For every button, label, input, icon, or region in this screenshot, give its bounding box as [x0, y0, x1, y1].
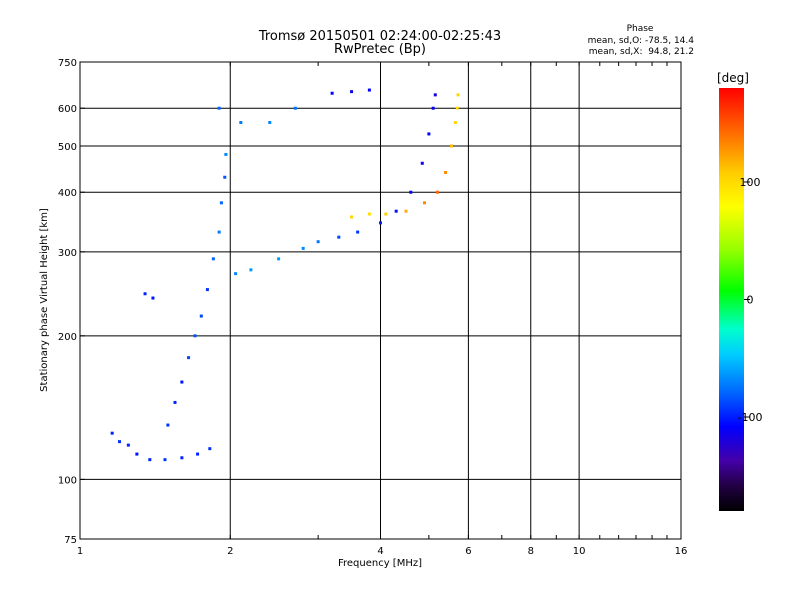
data-point	[211, 257, 215, 261]
data-points	[110, 88, 460, 462]
colorbar-label: [deg]	[717, 71, 749, 85]
phase-stats-o: mean, sd,O: -78.5, 14.4	[588, 36, 695, 46]
data-point	[199, 314, 203, 318]
data-point	[356, 230, 360, 234]
grid-lines	[80, 62, 681, 539]
y-tick-label: 600	[58, 104, 77, 115]
data-point	[449, 144, 453, 148]
colorbar	[719, 88, 744, 511]
colorbar-tick-label: -100	[738, 411, 763, 424]
data-point	[217, 230, 221, 234]
data-point	[187, 356, 191, 360]
data-point	[350, 90, 354, 94]
data-point	[316, 240, 320, 244]
data-point	[135, 452, 139, 456]
data-point	[431, 106, 435, 110]
y-axis-label: Stationary phase Virtual Height [km]	[39, 208, 50, 392]
data-point	[301, 246, 305, 250]
data-point	[126, 443, 130, 447]
data-point	[350, 215, 354, 219]
x-tick-label: 4	[377, 546, 383, 557]
data-point	[118, 440, 122, 444]
data-point	[435, 190, 439, 194]
data-point	[384, 212, 388, 216]
data-point	[208, 447, 212, 451]
y-axis: 75 100 200 300 400 500 600 750	[58, 58, 85, 546]
y-tick-label: 500	[58, 142, 77, 153]
x-tick-label: 10	[573, 546, 586, 557]
phase-stats-heading: Phase	[627, 24, 654, 34]
data-point	[367, 88, 371, 92]
x-tick-label: 2	[227, 546, 233, 557]
data-point	[223, 175, 227, 179]
data-point	[367, 212, 371, 216]
data-point	[420, 161, 424, 165]
y-tick-label: 300	[58, 248, 77, 259]
data-point	[166, 423, 170, 427]
data-point	[180, 380, 184, 384]
data-point	[196, 452, 200, 456]
colorbar-tick-label: 0	[747, 294, 754, 307]
data-point	[293, 106, 297, 110]
data-point	[453, 121, 457, 125]
data-point	[404, 209, 408, 213]
x-tick-label: 8	[528, 546, 534, 557]
y-tick-label: 100	[58, 475, 77, 486]
data-point	[217, 106, 221, 110]
y-tick-label: 75	[64, 535, 77, 546]
y-tick-label: 750	[58, 58, 77, 69]
data-point	[224, 152, 228, 156]
data-point	[193, 334, 197, 338]
data-point	[444, 170, 448, 174]
y-tick-label: 400	[58, 188, 77, 199]
x-tick-label: 1	[77, 546, 83, 557]
data-point	[151, 296, 155, 300]
x-axis: 1 2 4 6 8 10 16	[77, 62, 688, 557]
phase-stats: Phase mean, sd,O: -78.5, 14.4 mean, sd,X…	[588, 24, 695, 57]
data-point	[409, 190, 413, 194]
data-point	[234, 272, 238, 276]
data-point	[337, 235, 341, 239]
y-tick-label: 200	[58, 332, 77, 343]
data-point	[173, 400, 177, 404]
data-point	[268, 121, 272, 125]
data-point	[433, 93, 437, 97]
data-point	[394, 209, 398, 213]
data-point	[148, 458, 152, 462]
x-axis-label: Frequency [MHz]	[338, 558, 422, 569]
data-point	[163, 458, 167, 462]
data-point	[143, 292, 147, 296]
x-tick-label: 6	[465, 546, 471, 557]
data-point	[422, 201, 426, 205]
data-point	[180, 456, 184, 460]
data-point	[455, 106, 459, 110]
data-point	[456, 93, 460, 97]
colorbar-ticks: 100 0 -100	[738, 176, 763, 424]
data-point	[427, 132, 431, 136]
data-point	[277, 257, 281, 261]
data-point	[219, 201, 223, 205]
data-point	[330, 91, 334, 95]
chart-title: Tromsø 20150501 02:24:00-02:25:43	[258, 29, 501, 44]
phase-stats-x: mean, sd,X: 94.8, 21.2	[589, 47, 694, 57]
chart-subtitle: RwPretec (Bp)	[334, 42, 426, 57]
data-point	[205, 288, 209, 292]
colorbar-tick-label: 100	[740, 176, 761, 189]
data-point	[239, 121, 243, 125]
data-point	[249, 268, 253, 272]
data-point	[110, 431, 114, 435]
x-tick-label: 16	[675, 546, 688, 557]
data-point	[379, 221, 382, 225]
